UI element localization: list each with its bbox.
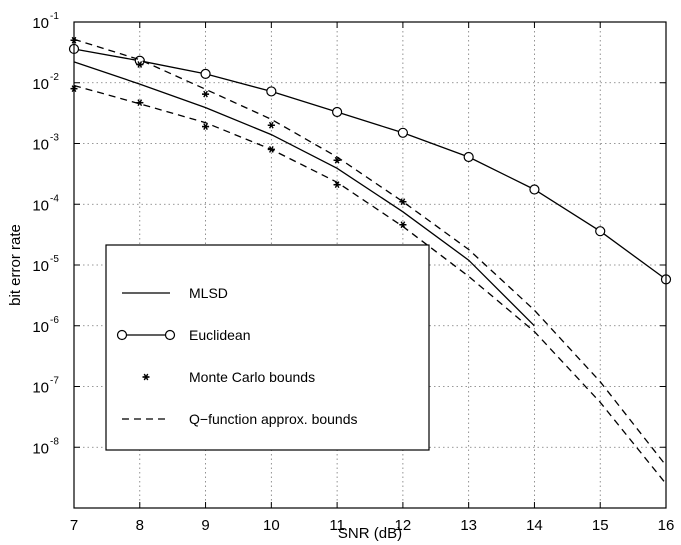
y-tick-exponent: -6 (50, 315, 59, 326)
legend-label: MLSD (189, 285, 228, 301)
y-tick-label: 10 (32, 258, 49, 275)
series-q-function-approx-bounds (73, 38, 667, 466)
asterisk-marker (142, 373, 150, 381)
y-tick-label: 10 (32, 319, 49, 336)
series-line (73, 84, 667, 485)
legend-item: MLSD (122, 285, 228, 301)
asterisk-marker (136, 61, 144, 68)
x-tick-label: 15 (592, 517, 609, 534)
y-tick-exponent: -1 (50, 11, 59, 22)
circle-marker (200, 68, 211, 79)
y-tick-exponent: -3 (50, 133, 59, 144)
x-tick-label: 10 (263, 517, 280, 534)
x-tick-label: 8 (136, 517, 144, 534)
x-tick-label: 12 (395, 517, 412, 534)
asterisk-marker (202, 90, 210, 98)
legend-label: Monte Carlo bounds (189, 369, 315, 385)
y-tick-exponent: -4 (50, 193, 59, 204)
y-tick-exponent: -7 (50, 376, 59, 387)
series-monte-carlo-bounds (70, 36, 407, 229)
circle-marker (266, 86, 277, 97)
y-tick-label: 10 (32, 440, 49, 457)
series-line (73, 48, 667, 280)
series-line (73, 38, 667, 466)
y-tick-label: 10 (32, 380, 49, 397)
y-axis-label: bit error rate (7, 224, 24, 306)
y-tick-label: 10 (32, 197, 49, 214)
x-tick-label: 16 (658, 517, 675, 534)
y-tick-exponent: -2 (50, 72, 59, 83)
legend-circle-marker (164, 329, 176, 341)
circle-marker (529, 184, 540, 195)
x-tick-label: 13 (460, 517, 477, 534)
legend-box (105, 244, 430, 451)
y-tick-label: 10 (32, 76, 49, 93)
x-tick-label: 14 (526, 517, 543, 534)
circle-marker (463, 151, 474, 163)
y-tick-exponent: -5 (50, 254, 59, 265)
y-tick-label: 10 (32, 137, 49, 154)
legend-label: Euclidean (189, 327, 251, 343)
asterisk-marker (267, 121, 275, 129)
circle-marker (397, 127, 408, 138)
legend-item: Euclidean (116, 327, 251, 343)
legend-circle-marker (116, 329, 128, 341)
x-tick-label: 7 (70, 517, 78, 534)
legend: MLSD Euclidean Monte Carlo bounds Q−functio… (105, 244, 430, 451)
asterisk-marker (202, 123, 210, 130)
series-mlsd (73, 61, 535, 327)
legend-item: Q−function approx. bounds (122, 411, 358, 427)
series-lower-bound-4 (73, 84, 667, 485)
x-tick-label: 11 (329, 517, 345, 534)
y-tick-exponent: -8 (50, 436, 59, 447)
asterisk-marker (399, 198, 407, 206)
series-line (73, 61, 535, 327)
legend-label: Q−function approx. bounds (189, 411, 358, 427)
legend-item: Monte Carlo bounds (142, 369, 315, 385)
x-axis-label: SNR (dB) (338, 525, 402, 542)
x-tick-label: 9 (201, 517, 209, 534)
circle-marker (595, 226, 606, 237)
y-tick-label: 10 (32, 15, 49, 32)
circle-marker (332, 106, 343, 118)
